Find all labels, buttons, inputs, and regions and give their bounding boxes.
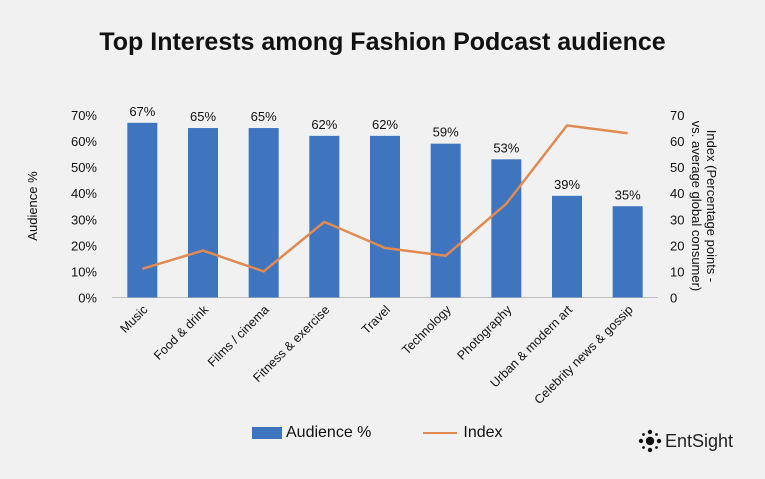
bar-data-label: 65% <box>251 109 277 124</box>
y2-tick-label: 70 <box>670 108 684 123</box>
legend-item-audience: Audience % <box>252 424 371 442</box>
chart-legend: Audience % Index <box>252 424 555 442</box>
y-tick-label: 30% <box>71 212 97 227</box>
bar <box>491 159 522 298</box>
bar <box>127 122 158 298</box>
y-axis-label: Audience % <box>25 171 40 241</box>
y-tick-label: 10% <box>71 264 97 279</box>
bar <box>370 135 400 298</box>
y2-tick-label: 20 <box>670 238 684 253</box>
legend-item-index: Index <box>423 424 503 442</box>
right-axis-label-line: Index (Percentage points - <box>704 130 719 282</box>
dots-logo-icon <box>638 429 662 453</box>
right-axis-label-line: vs. average global consumer) <box>689 121 704 292</box>
legend-bar-swatch <box>252 427 282 439</box>
x-tick-label: Celebrity news & gossip <box>532 303 636 407</box>
y-tick-label: 0% <box>78 291 97 306</box>
bar <box>188 128 218 298</box>
legend-line-swatch <box>423 432 458 434</box>
x-tick-label: Food & drink <box>151 302 212 363</box>
bar-data-label: 67% <box>129 104 155 119</box>
y-tick-label: 70% <box>71 108 97 123</box>
y2-tick-label: 50 <box>670 160 684 175</box>
brand-logo: EntSight <box>637 428 733 454</box>
brand-name: EntSight <box>665 430 734 451</box>
bar-data-label: 59% <box>433 125 459 140</box>
bar-data-label: 35% <box>615 187 641 202</box>
legend-label-audience: Audience % <box>286 424 372 441</box>
y-tick-label: 60% <box>71 134 97 149</box>
legend-label-index: Index <box>463 424 503 441</box>
y2-tick-label: 10 <box>670 264 684 279</box>
x-tick-label: Photography <box>454 302 515 363</box>
bar <box>552 195 582 298</box>
bar <box>430 143 461 298</box>
y-tick-label: 50% <box>71 160 97 175</box>
y2-tick-label: 60 <box>670 134 684 149</box>
bar-data-label: 65% <box>190 109 216 124</box>
y-tick-label: 20% <box>71 238 97 253</box>
bar-data-label: 62% <box>311 117 337 132</box>
bar-series <box>127 122 643 298</box>
bar <box>309 135 340 298</box>
chart-title: Top Interests among Fashion Podcast audi… <box>99 28 666 56</box>
right-axis-label: Index (Percentage points -vs. average gl… <box>689 121 719 292</box>
y2-tick-label: 30 <box>670 212 684 227</box>
bar-data-labels: 67% 65% 65% 62% 62% 59% 53% 39% 35% <box>129 104 641 202</box>
bar-data-label: 53% <box>493 140 519 155</box>
x-tick-label: Travel <box>359 303 393 337</box>
x-tick-label: Music <box>117 303 150 336</box>
bar-data-label: 62% <box>372 117 398 132</box>
left-axis-ticks: 0% 10% 20% 30% 40% 50% 60% 70% <box>71 108 97 306</box>
x-tick-label: Films / cinema <box>205 303 272 370</box>
bar <box>612 206 643 298</box>
y2-tick-label: 40 <box>670 186 684 201</box>
index-line <box>141 124 628 273</box>
right-axis-ticks: 0 10 20 30 40 50 60 70 <box>670 108 684 306</box>
y-tick-label: 40% <box>71 186 97 201</box>
bar-data-label: 39% <box>554 177 580 192</box>
x-tick-label: Technology <box>399 302 454 357</box>
y2-tick-label: 0 <box>670 291 677 306</box>
